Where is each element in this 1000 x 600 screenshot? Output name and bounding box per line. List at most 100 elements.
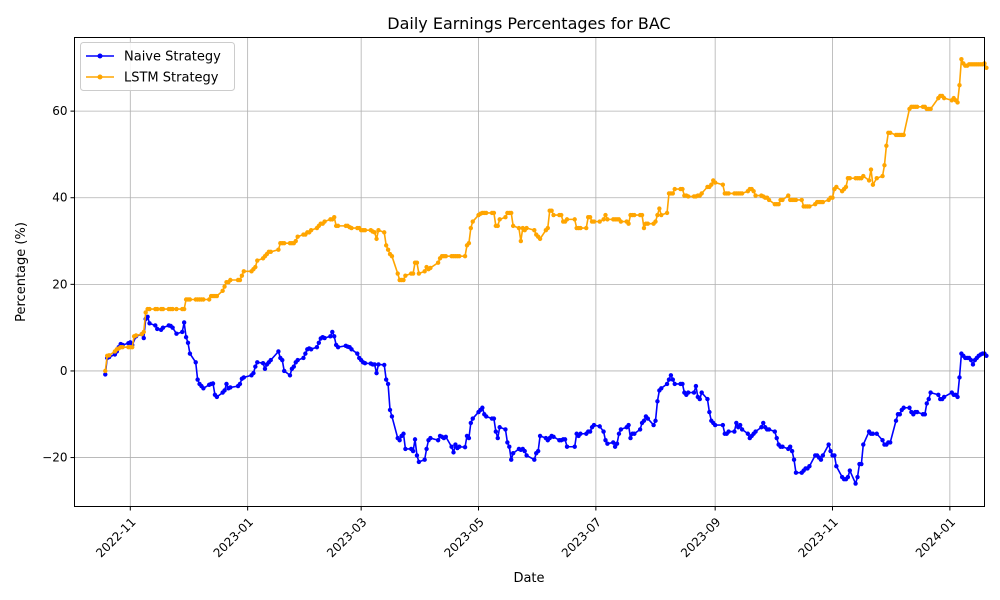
data-point [641, 418, 647, 423]
data-point [268, 249, 273, 255]
data-point [183, 334, 189, 340]
data-point [160, 306, 166, 312]
data-point [220, 288, 225, 294]
y-tick-label: 20 [52, 277, 67, 291]
data-point [253, 264, 258, 270]
data-point [705, 396, 710, 402]
data-point [174, 306, 179, 312]
data-point [322, 335, 327, 341]
data-point [616, 431, 622, 436]
data-point [210, 381, 216, 386]
data-point [720, 182, 726, 187]
data-point [503, 427, 508, 432]
data-point [936, 392, 941, 397]
data-point [457, 253, 462, 259]
data-point [103, 372, 108, 377]
series-lstm-strategy [103, 56, 989, 374]
data-point [362, 228, 368, 233]
data-point [955, 100, 960, 105]
data-point [376, 228, 381, 233]
data-point [618, 427, 624, 432]
data-point [870, 431, 876, 436]
data-point [924, 401, 929, 406]
data-point [397, 438, 402, 443]
data-point [314, 344, 320, 350]
data-point [653, 219, 658, 224]
data-point [239, 273, 245, 278]
data-point [745, 431, 751, 436]
data-point [855, 474, 860, 480]
data-point [291, 364, 297, 369]
data-point [414, 260, 420, 265]
data-point [614, 441, 620, 446]
data-point [780, 444, 785, 449]
data-point [195, 377, 200, 382]
data-point [888, 130, 893, 135]
data-point [726, 191, 731, 196]
data-point [686, 194, 691, 199]
data-point [551, 434, 556, 439]
data-point [786, 193, 791, 198]
data-point [295, 234, 300, 239]
data-point [884, 143, 889, 148]
data-point [449, 444, 454, 449]
data-point [564, 444, 570, 449]
data-point [491, 210, 497, 216]
data-point [645, 221, 651, 226]
y-tick-label: 60 [52, 104, 67, 118]
data-point [401, 431, 406, 436]
data-point [957, 375, 962, 380]
data-point [670, 377, 676, 382]
data-point [751, 189, 756, 194]
data-point [847, 468, 853, 473]
data-point [181, 320, 187, 325]
data-point [680, 186, 685, 192]
y-tick-label: 40 [52, 191, 67, 205]
data-point [830, 195, 835, 200]
data-point [332, 334, 337, 339]
data-point [761, 420, 766, 426]
data-point [657, 206, 662, 211]
legend-box [80, 42, 235, 91]
data-point [532, 457, 537, 462]
data-point [518, 238, 524, 244]
data-point [524, 453, 529, 458]
data-point [587, 429, 593, 434]
data-point [468, 225, 474, 231]
data-point [659, 386, 664, 391]
data-point [922, 412, 928, 417]
data-point [328, 334, 333, 339]
data-point [901, 405, 906, 410]
data-point [349, 225, 354, 231]
data-point [106, 353, 112, 358]
data-point [941, 95, 947, 101]
data-point [295, 357, 300, 363]
data-point [522, 448, 527, 454]
data-point [153, 323, 158, 328]
data-point [680, 381, 685, 387]
data-point [787, 444, 793, 449]
data-point [970, 362, 976, 367]
data-point [141, 329, 146, 335]
data-point [355, 351, 360, 356]
data-point [686, 390, 691, 395]
data-point [497, 217, 502, 222]
data-point [776, 202, 781, 207]
data-point [868, 167, 874, 172]
data-point [484, 414, 489, 419]
data-point [293, 238, 298, 244]
data-point [143, 310, 148, 315]
plot-frame [74, 37, 985, 507]
data-point [888, 440, 893, 445]
data-point [737, 422, 743, 428]
data-point [330, 329, 335, 335]
data-point [545, 225, 550, 231]
data-point [832, 453, 837, 458]
data-point [428, 435, 433, 441]
data-point [866, 178, 872, 183]
data-point [255, 258, 260, 263]
data-point [462, 444, 468, 450]
data-point [268, 357, 273, 363]
data-point [535, 448, 541, 454]
